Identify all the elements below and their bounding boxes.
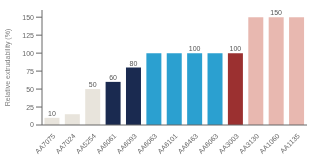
svg-text:AA5254: AA5254 xyxy=(75,132,98,155)
svg-text:AA6063: AA6063 xyxy=(136,132,159,155)
svg-text:0: 0 xyxy=(30,121,34,128)
svg-text:AA1135: AA1135 xyxy=(279,132,301,154)
svg-text:50: 50 xyxy=(26,86,34,93)
svg-text:150: 150 xyxy=(22,14,34,21)
svg-text:125: 125 xyxy=(22,32,34,39)
svg-text:Relative extrudability (%): Relative extrudability (%) xyxy=(8,29,12,106)
svg-text:AA3130: AA3130 xyxy=(238,132,261,155)
svg-text:AA6463: AA6463 xyxy=(177,132,200,155)
svg-text:75: 75 xyxy=(26,68,34,75)
svg-text:100: 100 xyxy=(189,45,201,52)
svg-text:50: 50 xyxy=(89,81,97,88)
svg-text:100: 100 xyxy=(230,45,242,52)
svg-text:AA6063: AA6063 xyxy=(197,132,220,155)
svg-text:80: 80 xyxy=(130,60,138,67)
svg-text:AA3003: AA3003 xyxy=(217,132,240,155)
svg-text:10: 10 xyxy=(48,110,56,117)
svg-text:60: 60 xyxy=(109,74,117,81)
svg-text:100: 100 xyxy=(22,50,34,57)
svg-text:AA7024: AA7024 xyxy=(54,132,77,155)
svg-text:AA6093: AA6093 xyxy=(115,132,138,155)
svg-text:25: 25 xyxy=(26,104,34,111)
svg-text:AA1060: AA1060 xyxy=(258,132,281,155)
svg-text:AA6061: AA6061 xyxy=(95,132,118,155)
svg-text:AA7075: AA7075 xyxy=(34,132,57,155)
svg-text:150: 150 xyxy=(270,9,282,16)
svg-text:AA6101: AA6101 xyxy=(156,132,179,155)
